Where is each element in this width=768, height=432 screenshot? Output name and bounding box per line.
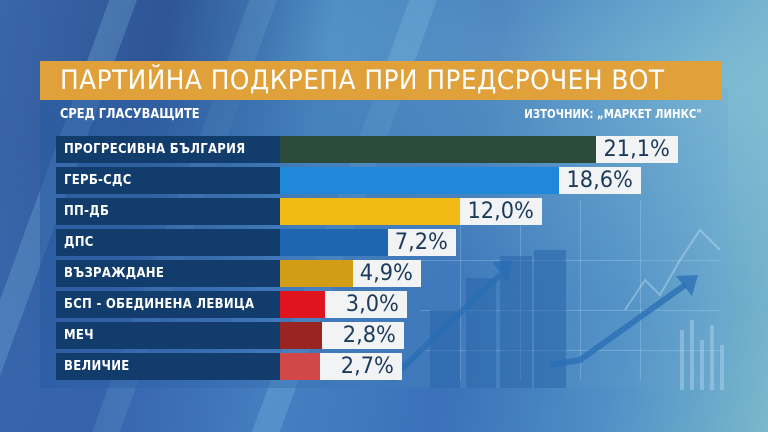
bar-row: ГЕРБ-СДС 18,6% — [56, 167, 641, 194]
bar-row: ПРОГРЕСИВНА БЪЛГАРИЯ 21,1% — [56, 136, 678, 163]
value-bar — [280, 198, 460, 225]
value-bar — [280, 353, 320, 380]
bar-row: ПП-ДБ 12,0% — [56, 198, 542, 225]
party-name: МЕЧ — [64, 328, 94, 343]
chart-title: ПАРТИЙНА ПОДКРЕПА ПРИ ПРЕДСРОЧЕН ВОТ — [60, 65, 665, 96]
party-name: ГЕРБ-СДС — [64, 173, 132, 188]
background-grid — [580, 200, 581, 380]
party-label: ДПС — [56, 229, 280, 256]
trend-arrow-icon — [387, 228, 724, 390]
percentage: 2,7% — [340, 354, 394, 379]
value-label: 18,6% — [559, 167, 641, 194]
bar-row: ВЕЛИЧИЕ 2,7% — [56, 353, 402, 380]
percentage: 7,2% — [394, 230, 448, 255]
percentage: 18,6% — [566, 168, 633, 193]
value-bar — [280, 167, 559, 194]
percentage: 2,8% — [342, 323, 396, 348]
party-label: МЕЧ — [56, 322, 280, 349]
value-label: 2,8% — [322, 322, 404, 349]
title-bar: ПАРТИЙНА ПОДКРЕПА ПРИ ПРЕДСРОЧЕН ВОТ — [40, 61, 722, 100]
background-grid — [460, 200, 461, 380]
party-label: ГЕРБ-СДС — [56, 167, 280, 194]
party-label: БСП - ОБЕДИНЕНА ЛЕВИЦА — [56, 291, 280, 318]
value-bar — [280, 291, 325, 318]
bar-row: ВЪЗРАЖДАНЕ 4,9% — [56, 260, 421, 287]
bar-row: ДПС 7,2% — [56, 229, 456, 256]
party-label: ВЕЛИЧИЕ — [56, 353, 280, 380]
party-label: ПП-ДБ — [56, 198, 280, 225]
percentage: 4,9% — [359, 261, 413, 286]
value-bar — [280, 229, 388, 256]
value-label: 7,2% — [388, 229, 456, 256]
bar-row: БСП - ОБЕДИНЕНА ЛЕВИЦА 3,0% — [56, 291, 407, 318]
percentage: 21,1% — [603, 137, 670, 162]
party-name: ПП-ДБ — [64, 204, 110, 219]
value-label: 4,9% — [353, 260, 421, 287]
party-name: ПРОГРЕСИВНА БЪЛГАРИЯ — [64, 142, 246, 157]
chart-source: ИЗТОЧНИК: „МАРКЕТ ЛИНКС" — [524, 107, 702, 121]
value-label: 12,0% — [460, 198, 542, 225]
party-name: ВЕЛИЧИЕ — [64, 359, 130, 374]
percentage: 12,0% — [467, 199, 534, 224]
background-grid — [420, 310, 720, 311]
value-bar — [280, 260, 353, 287]
background-bar-graphic — [430, 310, 460, 388]
party-label: ВЪЗРАЖДАНЕ — [56, 260, 280, 287]
background-grid — [420, 260, 720, 261]
background-grid — [640, 200, 641, 380]
value-label: 3,0% — [325, 291, 407, 318]
value-bar — [280, 136, 596, 163]
party-name: ДПС — [64, 235, 94, 250]
value-label: 21,1% — [596, 136, 678, 163]
value-label: 2,7% — [320, 353, 402, 380]
bar-row: МЕЧ 2,8% — [56, 322, 404, 349]
party-name: ВЪЗРАЖДАНЕ — [64, 266, 165, 281]
party-label: ПРОГРЕСИВНА БЪЛГАРИЯ — [56, 136, 280, 163]
percentage: 3,0% — [345, 292, 399, 317]
value-bar — [280, 322, 322, 349]
chart-subtitle: СРЕД ГЛАСУВАЩИТЕ — [60, 107, 200, 122]
party-name: БСП - ОБЕДИНЕНА ЛЕВИЦА — [64, 297, 255, 312]
background-grid — [420, 350, 720, 351]
